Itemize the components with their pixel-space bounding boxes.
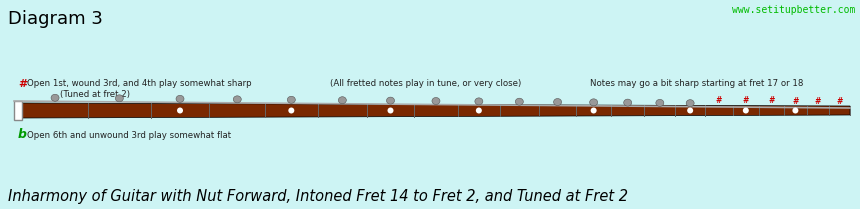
Text: www.setitupbetter.com: www.setitupbetter.com: [732, 5, 855, 15]
Ellipse shape: [515, 98, 524, 105]
Text: (All fretted notes play in tune, or very close): (All fretted notes play in tune, or very…: [330, 79, 521, 88]
Ellipse shape: [233, 96, 242, 103]
Circle shape: [743, 107, 749, 113]
Ellipse shape: [475, 98, 482, 105]
Text: (Tuned at fret 2): (Tuned at fret 2): [60, 89, 130, 98]
Text: #: #: [743, 96, 749, 105]
Ellipse shape: [554, 98, 562, 106]
Text: #: #: [792, 97, 799, 106]
Text: #: #: [768, 96, 775, 105]
Text: Open 6th and unwound 3rd play somewhat flat: Open 6th and unwound 3rd play somewhat f…: [27, 130, 231, 139]
Text: b: b: [18, 129, 27, 141]
Ellipse shape: [590, 99, 598, 106]
Text: #: #: [837, 97, 843, 106]
Circle shape: [476, 107, 482, 113]
Text: #: #: [18, 79, 28, 89]
Ellipse shape: [51, 94, 59, 101]
Text: Notes may go a bit sharp starting at fret 17 or 18: Notes may go a bit sharp starting at fre…: [590, 79, 803, 88]
Ellipse shape: [287, 96, 295, 103]
Circle shape: [177, 107, 183, 113]
Text: Inharmony of Guitar with Nut Forward, Intoned Fret 14 to Fret 2, and Tuned at Fr: Inharmony of Guitar with Nut Forward, In…: [8, 189, 628, 204]
Ellipse shape: [338, 97, 347, 104]
Circle shape: [288, 107, 294, 113]
Ellipse shape: [432, 98, 440, 104]
Ellipse shape: [656, 99, 664, 106]
Circle shape: [687, 107, 693, 113]
Circle shape: [388, 107, 394, 113]
Text: #: #: [716, 96, 722, 105]
Bar: [14, 101, 22, 120]
Circle shape: [591, 107, 597, 113]
Ellipse shape: [624, 99, 632, 106]
Ellipse shape: [386, 97, 395, 104]
Ellipse shape: [115, 95, 123, 102]
Text: Diagram 3: Diagram 3: [8, 10, 103, 28]
Ellipse shape: [686, 100, 694, 107]
Ellipse shape: [176, 95, 184, 102]
Polygon shape: [22, 103, 850, 118]
Text: Open 1st, wound 3rd, and 4th play somewhat sharp: Open 1st, wound 3rd, and 4th play somewh…: [27, 79, 252, 88]
Text: #: #: [815, 97, 821, 106]
Circle shape: [792, 107, 798, 113]
